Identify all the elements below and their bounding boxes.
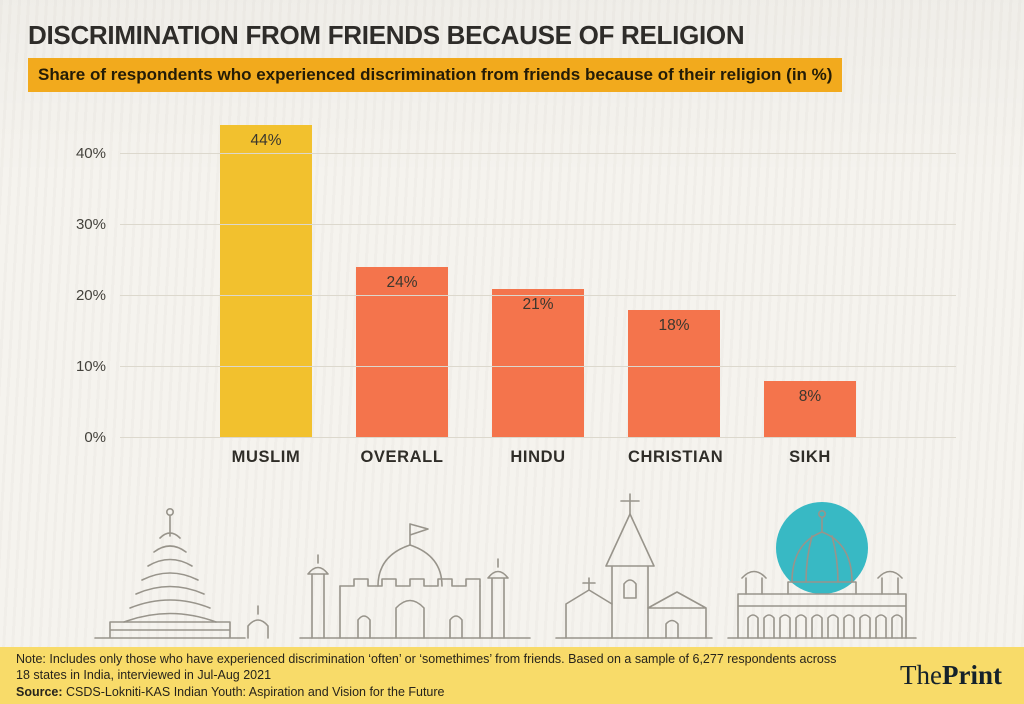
source-label: Source: — [16, 684, 63, 699]
x-axis-labels: MUSLIM OVERALL HINDU CHRISTIAN SIKH — [120, 448, 956, 467]
footer-bar: Note: Includes only those who have exper… — [0, 647, 1024, 704]
gridline — [120, 365, 956, 367]
bar-value-label: 8% — [798, 388, 822, 406]
bar-category-label: MUSLIM — [231, 448, 301, 466]
bar-column: 8% — [764, 118, 856, 438]
y-axis-tick: 0% — [84, 429, 106, 446]
bar-category-label: HINDU — [510, 448, 566, 466]
bar-category-label: CHRISTIAN — [628, 448, 724, 466]
bar-chart: 44% 24% 21% 18% 8% 0% 10% 20% 30% 40% MUSLIM OVER… — [28, 108, 996, 480]
chart-plot-area: 44% 24% 21% 18% 8% 0% 10% 20% 30% 40% — [76, 118, 956, 446]
bar-column: 21% — [492, 118, 584, 438]
church-line-art — [555, 493, 713, 639]
source-line: Source: CSDS-Lokniti-KAS Indian Youth: A… — [16, 684, 836, 701]
bar-column: 44% — [220, 118, 312, 438]
footnotes: Note: Includes only those who have exper… — [16, 651, 836, 701]
bar-value-label: 24% — [386, 274, 418, 292]
bar-category-label: OVERALL — [360, 448, 444, 466]
bar-muslim: 44% — [220, 125, 312, 438]
gridline — [120, 437, 956, 438]
temple-line-art — [94, 507, 269, 639]
y-axis-tick: 20% — [75, 286, 106, 304]
y-axis-tick: 10% — [75, 357, 106, 375]
brand-the: The — [900, 660, 942, 690]
chart-subtitle: Share of respondents who experienced dis… — [28, 58, 843, 92]
bar-value-label: 18% — [658, 317, 690, 334]
bar-sikh: 8% — [764, 381, 856, 438]
gridline — [120, 152, 956, 154]
footnote-line1: Note: Includes only those who have exper… — [16, 651, 837, 666]
bar-column: 24% — [356, 118, 448, 438]
bar-hindu: 21% — [492, 288, 584, 438]
gurdwara-line-art — [727, 509, 917, 639]
skyline-illustration — [94, 493, 917, 639]
theprint-logo: ThePrint — [900, 660, 1002, 691]
y-axis-tick: 30% — [75, 215, 106, 233]
bar-christian: 18% — [628, 310, 720, 438]
teal-circle-highlight — [776, 502, 868, 594]
y-axis-tick: 40% — [75, 144, 106, 162]
bar-overall: 24% — [356, 267, 448, 438]
footnote-line2: 18 states in India, interviewed in Jul-A… — [16, 668, 272, 683]
bar-category-label: SIKH — [789, 448, 831, 466]
gridline — [120, 223, 956, 225]
mosque-line-art — [299, 523, 531, 639]
source-text: CSDS-Lokniti-KAS Indian Youth: Aspiratio… — [66, 684, 445, 699]
bar-column: 18% — [628, 118, 720, 438]
bar-value-label: 21% — [522, 295, 554, 313]
gridline — [120, 294, 956, 296]
bars-group: 44% 24% 21% 18% 8% — [120, 118, 956, 438]
page-title: DISCRIMINATION FROM FRIENDS BECAUSE OF R… — [28, 20, 745, 50]
brand-print: Print — [942, 660, 1002, 690]
bar-value-label: 44% — [250, 132, 282, 150]
